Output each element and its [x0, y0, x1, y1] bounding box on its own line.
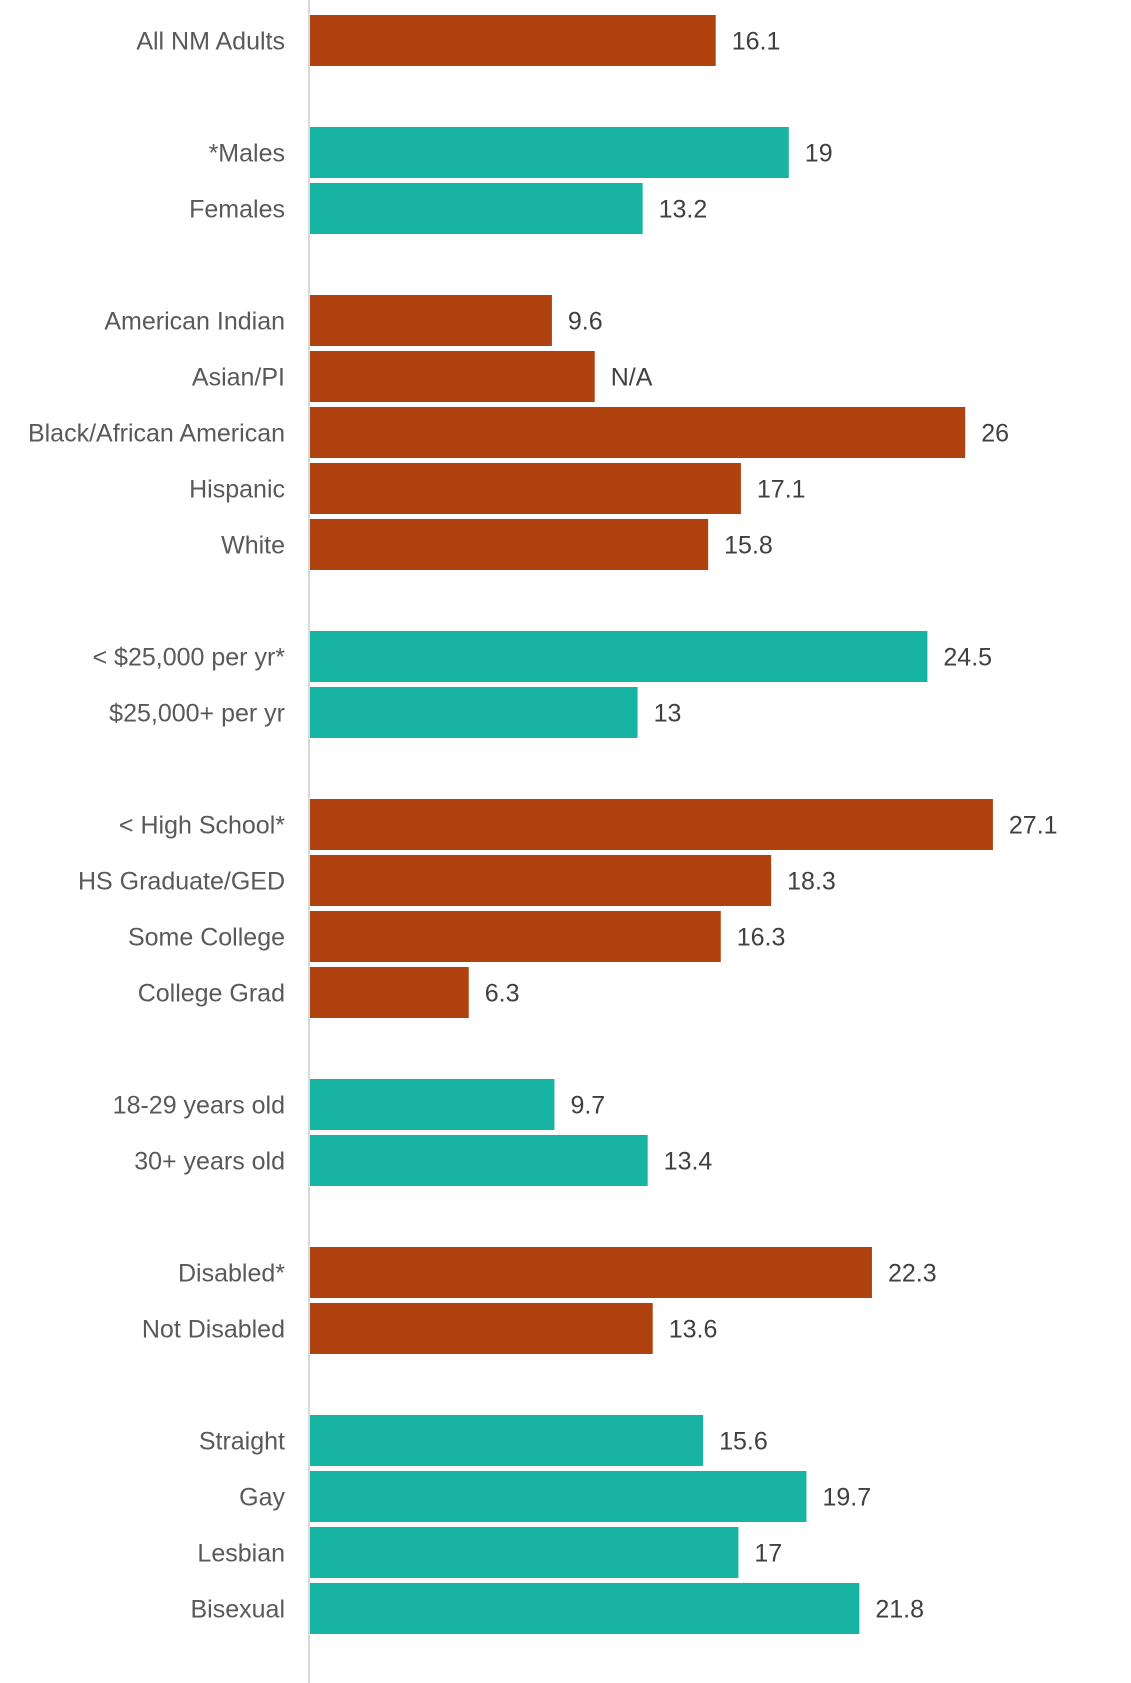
- bars-layer: [310, 15, 993, 1634]
- category-label: Asian/PI: [192, 364, 285, 392]
- bar-not-disabled: [310, 1303, 653, 1354]
- value-label: 27.1: [1009, 812, 1058, 840]
- category-label: Females: [189, 196, 285, 224]
- value-label: 22.3: [888, 1260, 937, 1288]
- value-label: 13.2: [659, 196, 708, 224]
- category-label: *Males: [209, 140, 285, 168]
- category-label: All NM Adults: [136, 28, 285, 56]
- value-label: 17: [754, 1540, 782, 1568]
- labels-layer: All NM Adults 16.1 *Males 19 Females 13.2 Amer…: [28, 28, 1058, 1624]
- bar-black-african-american: [310, 407, 966, 458]
- category-label: Not Disabled: [142, 1316, 285, 1344]
- category-label: < High School*: [119, 812, 285, 840]
- category-label: Straight: [199, 1428, 285, 1456]
- bar-hispanic: [310, 463, 741, 514]
- bar-bisexual: [310, 1583, 860, 1634]
- bar-straight: [310, 1415, 704, 1466]
- category-label: HS Graduate/GED: [78, 868, 285, 896]
- value-label: 9.6: [568, 308, 603, 336]
- value-label: 19.7: [822, 1484, 871, 1512]
- bar-hs-graduate-ged: [310, 855, 772, 906]
- bar-all-nm-adults: [310, 15, 716, 66]
- category-label: Hispanic: [189, 476, 285, 504]
- bar-18-29-years-old: [310, 1079, 555, 1130]
- category-label: 18-29 years old: [113, 1092, 285, 1120]
- value-label: 26: [981, 420, 1009, 448]
- category-label: American Indian: [104, 308, 285, 336]
- value-label: 16.3: [737, 924, 786, 952]
- bar-some-college: [310, 911, 721, 962]
- value-label: 16.1: [732, 28, 781, 56]
- value-label: 21.8: [875, 1596, 924, 1624]
- category-label: 30+ years old: [134, 1148, 285, 1176]
- category-label: Bisexual: [191, 1596, 286, 1624]
- bar-lesbian: [310, 1527, 739, 1578]
- bar-males: [310, 127, 789, 178]
- value-label: 19: [805, 140, 833, 168]
- bar-25-000-per-yr: [310, 687, 638, 738]
- category-label: Gay: [239, 1484, 285, 1512]
- value-label: 17.1: [757, 476, 806, 504]
- bar-high-school: [310, 799, 993, 850]
- value-label: 13.6: [669, 1316, 718, 1344]
- value-label: 13.4: [664, 1148, 713, 1176]
- bar-white: [310, 519, 709, 570]
- value-label: 6.3: [485, 980, 520, 1008]
- category-label: Lesbian: [197, 1540, 285, 1568]
- bar-30-years-old: [310, 1135, 648, 1186]
- bar-asian-pi: [310, 351, 595, 402]
- bar-25-000-per-yr: [310, 631, 928, 682]
- value-label: N/A: [611, 364, 653, 392]
- bar-college-grad: [310, 967, 469, 1018]
- value-label: 15.6: [719, 1428, 768, 1456]
- category-label: < $25,000 per yr*: [93, 644, 286, 672]
- value-label: 24.5: [943, 644, 992, 672]
- bar-american-indian: [310, 295, 552, 346]
- category-label: Some College: [128, 924, 285, 952]
- category-label: College Grad: [138, 980, 285, 1008]
- bar-disabled: [310, 1247, 872, 1298]
- category-label: Disabled*: [178, 1260, 285, 1288]
- value-label: 15.8: [724, 532, 773, 560]
- bar-gay: [310, 1471, 807, 1522]
- category-label: Black/African American: [28, 420, 285, 448]
- value-label: 9.7: [570, 1092, 605, 1120]
- category-label: $25,000+ per yr: [109, 700, 285, 728]
- category-label: White: [221, 532, 285, 560]
- bar-females: [310, 183, 643, 234]
- value-label: 18.3: [787, 868, 836, 896]
- value-label: 13: [654, 700, 682, 728]
